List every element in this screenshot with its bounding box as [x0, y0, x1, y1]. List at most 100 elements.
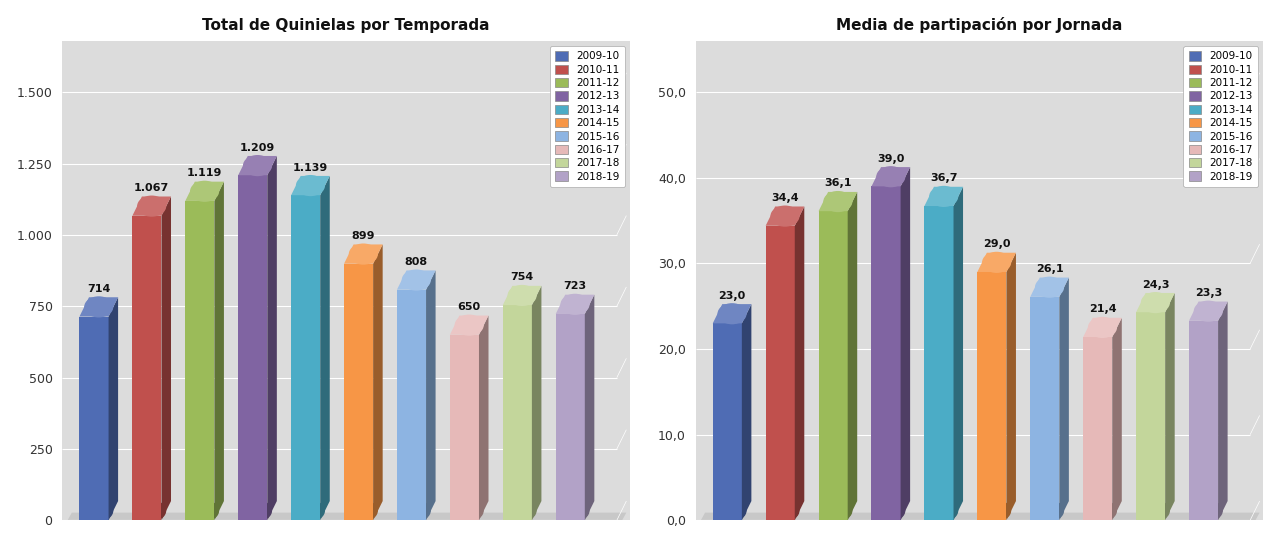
Ellipse shape [349, 500, 378, 522]
Polygon shape [479, 316, 489, 520]
Ellipse shape [929, 500, 959, 522]
Ellipse shape [189, 500, 219, 522]
Polygon shape [742, 304, 751, 520]
Text: 39,0: 39,0 [877, 154, 905, 164]
Polygon shape [978, 272, 1006, 520]
Ellipse shape [1088, 317, 1117, 338]
Text: 808: 808 [404, 257, 428, 267]
Polygon shape [132, 197, 172, 216]
Text: 714: 714 [87, 284, 110, 294]
Polygon shape [1189, 321, 1219, 520]
Polygon shape [695, 513, 1260, 530]
Ellipse shape [243, 155, 273, 176]
Polygon shape [819, 211, 847, 520]
Ellipse shape [137, 196, 166, 217]
Ellipse shape [982, 500, 1011, 522]
Polygon shape [63, 513, 626, 530]
Text: 24,3: 24,3 [1142, 280, 1169, 289]
Polygon shape [847, 192, 858, 520]
Polygon shape [397, 270, 435, 290]
Polygon shape [238, 175, 268, 520]
Polygon shape [503, 305, 532, 520]
Ellipse shape [877, 500, 905, 522]
Ellipse shape [1088, 500, 1117, 522]
Ellipse shape [349, 244, 378, 265]
Polygon shape [344, 264, 374, 520]
Polygon shape [1060, 277, 1069, 520]
Polygon shape [1165, 293, 1175, 520]
Polygon shape [872, 167, 910, 186]
Polygon shape [901, 167, 910, 520]
Text: 723: 723 [563, 281, 586, 291]
Ellipse shape [1036, 277, 1064, 298]
Polygon shape [556, 295, 594, 314]
Polygon shape [924, 206, 954, 520]
Ellipse shape [823, 191, 852, 212]
Polygon shape [320, 176, 330, 520]
Text: 650: 650 [458, 302, 481, 312]
Polygon shape [795, 207, 804, 520]
Polygon shape [1030, 277, 1069, 297]
Polygon shape [186, 181, 224, 201]
Polygon shape [765, 207, 804, 226]
Ellipse shape [1140, 500, 1170, 522]
Ellipse shape [296, 175, 325, 196]
Text: 36,7: 36,7 [931, 173, 957, 183]
Polygon shape [79, 297, 118, 317]
Text: 1.067: 1.067 [134, 183, 169, 193]
Text: 34,4: 34,4 [771, 193, 799, 203]
Polygon shape [344, 245, 383, 264]
Polygon shape [503, 286, 541, 305]
Ellipse shape [1194, 301, 1222, 322]
Polygon shape [556, 314, 585, 520]
Polygon shape [79, 317, 109, 520]
Ellipse shape [402, 269, 431, 290]
Legend: 2009-10, 2010-11, 2011-12, 2012-13, 2013-14, 2014-15, 2015-16, 2016-17, 2017-18,: 2009-10, 2010-11, 2011-12, 2012-13, 2013… [550, 46, 625, 187]
Text: 1.139: 1.139 [293, 162, 328, 173]
Polygon shape [1030, 297, 1060, 520]
Polygon shape [819, 192, 858, 211]
Polygon shape [532, 286, 541, 520]
Polygon shape [1112, 318, 1121, 520]
Ellipse shape [1194, 500, 1222, 522]
Ellipse shape [561, 500, 590, 522]
Polygon shape [713, 323, 742, 520]
Ellipse shape [771, 205, 800, 227]
Ellipse shape [771, 500, 800, 522]
Polygon shape [765, 226, 795, 520]
Ellipse shape [243, 500, 273, 522]
Ellipse shape [508, 285, 536, 306]
Legend: 2009-10, 2010-11, 2011-12, 2012-13, 2013-14, 2014-15, 2015-16, 2016-17, 2017-18,: 2009-10, 2010-11, 2011-12, 2012-13, 2013… [1184, 46, 1258, 187]
Ellipse shape [1140, 292, 1170, 313]
Text: 29,0: 29,0 [983, 239, 1010, 249]
Ellipse shape [454, 314, 484, 336]
Ellipse shape [877, 166, 905, 187]
Polygon shape [1006, 253, 1016, 520]
Polygon shape [449, 316, 489, 335]
Polygon shape [268, 156, 276, 520]
Polygon shape [161, 197, 172, 520]
Ellipse shape [402, 500, 431, 522]
Text: 1.119: 1.119 [187, 168, 223, 178]
Title: Media de partipación por Jornada: Media de partipación por Jornada [836, 17, 1123, 33]
Ellipse shape [982, 252, 1011, 273]
Ellipse shape [561, 294, 590, 315]
Text: 899: 899 [352, 231, 375, 241]
Polygon shape [186, 201, 214, 520]
Polygon shape [426, 270, 435, 520]
Polygon shape [1189, 301, 1228, 321]
Ellipse shape [84, 296, 114, 318]
Polygon shape [109, 297, 118, 520]
Polygon shape [1083, 318, 1121, 337]
Polygon shape [132, 216, 161, 520]
Ellipse shape [929, 186, 959, 207]
Ellipse shape [296, 500, 325, 522]
Text: 36,1: 36,1 [824, 179, 851, 189]
Ellipse shape [454, 500, 484, 522]
Text: 26,1: 26,1 [1036, 264, 1064, 274]
Ellipse shape [823, 500, 852, 522]
Polygon shape [1083, 337, 1112, 520]
Polygon shape [214, 181, 224, 520]
Ellipse shape [508, 500, 536, 522]
Polygon shape [374, 245, 383, 520]
